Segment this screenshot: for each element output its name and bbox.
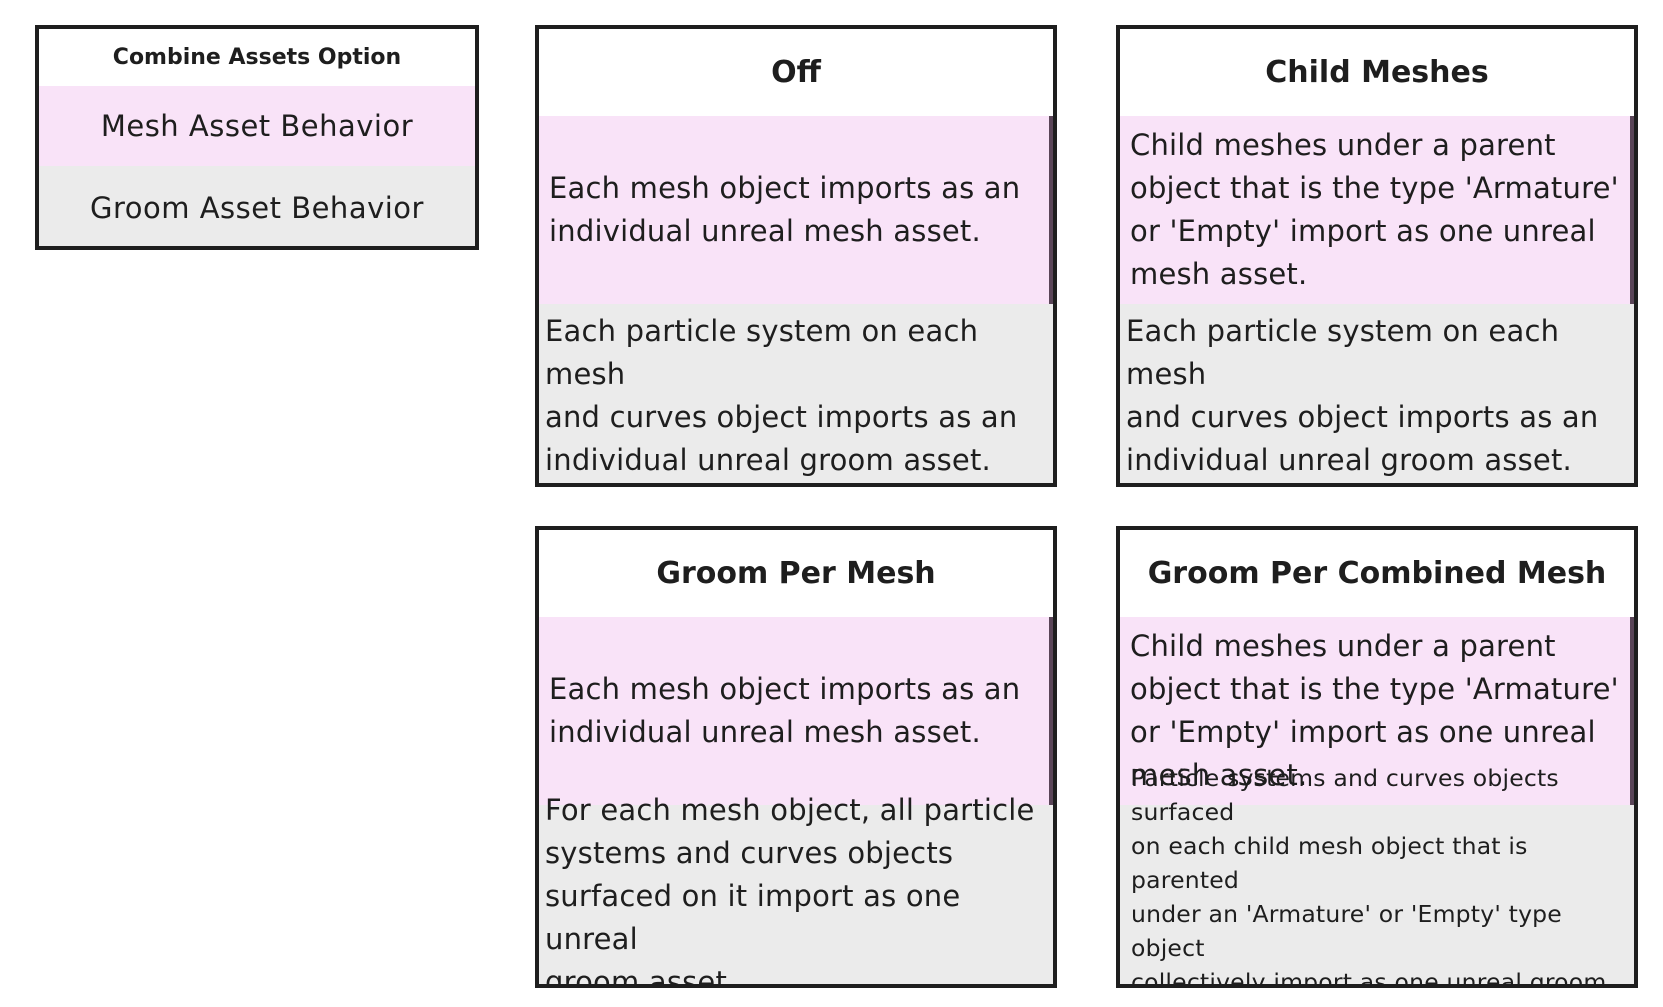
- legend-mesh-asset-behavior: Mesh Asset Behavior: [39, 86, 475, 166]
- option-title: Groom Per Combined Mesh: [1147, 556, 1607, 591]
- mesh-behavior-cell: Each mesh object imports as an individua…: [539, 116, 1053, 304]
- groom-behavior-cell: Each particle system on each mesh and cu…: [1120, 304, 1634, 483]
- option-card-groom-per-mesh: Groom Per Mesh Each mesh object imports …: [535, 526, 1057, 988]
- groom-behavior-text: For each mesh object, all particle syste…: [545, 793, 1035, 988]
- groom-behavior-text: Each particle system on each mesh and cu…: [545, 313, 1018, 477]
- groom-behavior-cell: Particle systems and curves objects surf…: [1120, 764, 1634, 984]
- mesh-behavior-cell: Each mesh object imports as an individua…: [539, 617, 1053, 805]
- option-title: Child Meshes: [1265, 55, 1489, 90]
- option-title: Off: [771, 55, 821, 90]
- mesh-behavior-cell: Child meshes under a parent object that …: [1120, 116, 1634, 304]
- option-card-off: Off Each mesh object imports as an indiv…: [535, 25, 1057, 487]
- mesh-behavior-text: Child meshes under a parent object that …: [1130, 128, 1619, 291]
- option-card-groom-per-combined-mesh: Groom Per Combined Mesh Child meshes und…: [1116, 526, 1638, 988]
- mesh-behavior-text: Child meshes under a parent object that …: [1130, 629, 1619, 792]
- mesh-behavior-text: Each mesh object imports as an individua…: [549, 171, 1021, 248]
- legend-title: Combine Assets Option: [112, 45, 402, 70]
- option-title: Groom Per Mesh: [656, 556, 936, 591]
- option-card-child-meshes: Child Meshes Child meshes under a parent…: [1116, 25, 1638, 487]
- groom-behavior-text: Each particle system on each mesh and cu…: [1126, 313, 1599, 477]
- mesh-behavior-text: Each mesh object imports as an individua…: [549, 672, 1021, 749]
- legend-groom-asset-behavior: Groom Asset Behavior: [39, 166, 475, 246]
- groom-behavior-text: Particle systems and curves objects surf…: [1131, 763, 1607, 988]
- groom-behavior-cell: Each particle system on each mesh and cu…: [539, 304, 1053, 483]
- legend-box: Combine Assets Option Mesh Asset Behavio…: [35, 25, 479, 250]
- mesh-behavior-cell: Child meshes under a parent object that …: [1120, 617, 1634, 805]
- groom-behavior-cell: For each mesh object, all particle syste…: [539, 793, 1053, 984]
